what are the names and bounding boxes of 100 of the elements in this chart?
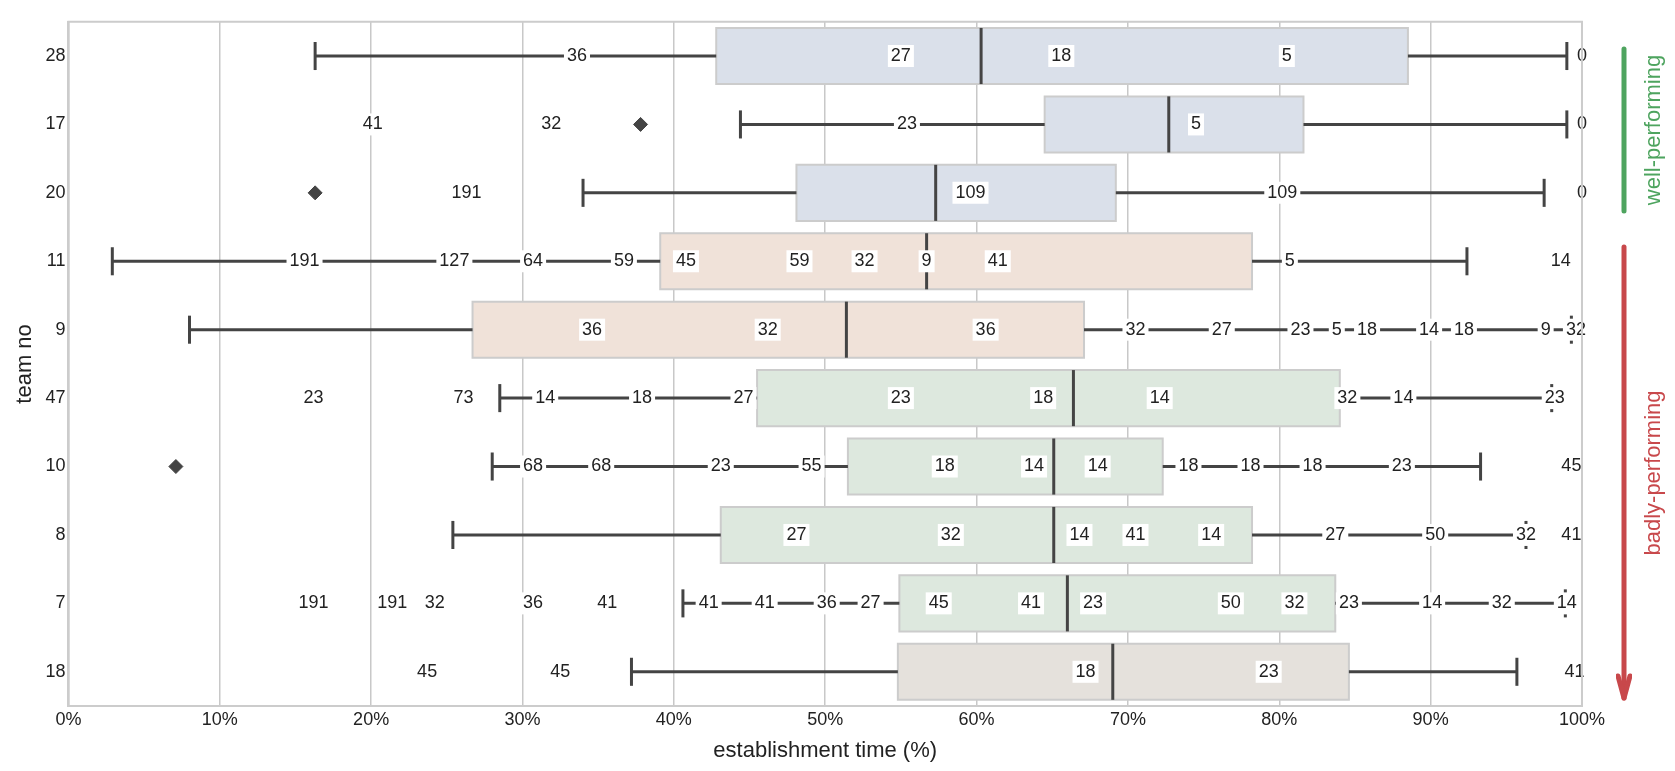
annotation: 41 [1561,523,1582,544]
annotation: 27 [733,387,754,408]
annotation: 45 [928,592,949,613]
annotation: 18 [1302,455,1323,476]
annotation: 32 [757,318,778,339]
annotation: 45 [550,660,571,681]
annotation: 59 [613,250,634,271]
annotation: 32 [424,592,445,613]
annotation: 109 [955,181,986,202]
annotation: 55 [801,455,822,476]
x-tick-label: 70% [1109,708,1146,729]
annotation: 18 [632,387,653,408]
annotation: 59 [789,250,810,271]
annotation: 23 [896,113,917,134]
annotation: 32 [1337,387,1358,408]
annotation: 32 [940,523,961,544]
annotation: 14 [1422,592,1443,613]
annotation: 14 [1149,387,1170,408]
annotation: 127 [439,250,470,271]
x-tick-label: 90% [1412,708,1449,729]
annotation: 41 [698,592,719,613]
x-tick-label: 20% [353,708,390,729]
annotation: 18 [1075,660,1096,681]
x-tick-label: 80% [1261,708,1298,729]
annotation: 23 [890,387,911,408]
annotation: 32 [1515,523,1536,544]
annotation: 191 [451,181,482,202]
annotation: 27 [860,592,881,613]
annotation: 36 [566,44,587,65]
y-tick-label: 10 [45,455,66,476]
y-tick-label: 18 [45,660,66,681]
annotation: 18 [934,455,955,476]
annotation: 36 [975,318,996,339]
annotation: 14 [1201,523,1222,544]
annotation: 18 [1033,387,1054,408]
annotation: 14 [1550,250,1571,271]
x-axis-title: establishment time (%) [713,736,938,762]
y-axis-title: team no [11,324,37,404]
annotation: 45 [1561,455,1582,476]
x-tick-label: 10% [201,708,238,729]
annotation: 32 [541,113,562,134]
annotation: 9 [921,250,932,271]
y-tick-label: 7 [55,592,66,613]
annotation: 27 [786,523,807,544]
annotation: 109 [1267,181,1298,202]
annotation: 18 [1178,455,1199,476]
annotation: 68 [523,455,544,476]
annotation: 36 [523,592,544,613]
y-tick-label: 17 [45,113,66,134]
annotation: 5 [1191,113,1202,134]
annotation: 45 [675,250,696,271]
annotation: 5 [1281,44,1292,65]
text: badly-performing [1640,390,1666,556]
annotation: 23 [1544,387,1565,408]
x-tick-label: 30% [504,708,541,729]
annotation: 64 [523,250,544,271]
annotation: 9 [1540,318,1551,339]
annotation: 41 [362,113,383,134]
annotation: 14 [1556,592,1577,613]
x-tick-label: 50% [807,708,844,729]
annotation: 73 [453,387,474,408]
annotation: 14 [1087,455,1108,476]
annotation: 18 [1453,318,1474,339]
x-tick-label: 100% [1558,708,1605,729]
annotation: 27 [1211,318,1232,339]
annotation: 41 [597,592,618,613]
x-tick-label: 60% [958,708,995,729]
y-tick-label: 11 [46,250,66,271]
annotation: 14 [1419,318,1440,339]
annotation: 41 [754,592,775,613]
y-tick-label: 28 [45,44,66,65]
annotation: 50 [1425,523,1446,544]
annotation: 14 [1024,455,1045,476]
annotation: 5 [1331,318,1342,339]
annotation: 191 [377,592,408,613]
y-tick-label: 9 [55,318,66,339]
annotation: 45 [417,660,438,681]
annotation: 36 [816,592,837,613]
annotation: 41 [987,250,1008,271]
x-tick-label: 0% [55,708,82,729]
annotation: 23 [1258,660,1279,681]
y-tick-label: 20 [45,181,66,202]
annotation: 36 [582,318,603,339]
annotation: 191 [289,250,320,271]
text: well-performing [1640,54,1666,206]
annotation: 14 [1069,523,1090,544]
annotation: 5 [1284,250,1295,271]
annotation: 32 [1125,318,1146,339]
annotation: 23 [1290,318,1311,339]
annotation: 41 [1564,660,1585,681]
annotation: 32 [1284,592,1305,613]
y-tick-label: 8 [55,523,66,544]
y-tick-label: 47 [45,387,66,408]
annotation: 14 [535,387,556,408]
annotation: 32 [1491,592,1512,613]
annotation: 23 [1338,592,1359,613]
annotation: 191 [298,592,329,613]
x-tick-label: 40% [655,708,692,729]
annotation: 18 [1051,44,1072,65]
annotation: 23 [1083,592,1104,613]
